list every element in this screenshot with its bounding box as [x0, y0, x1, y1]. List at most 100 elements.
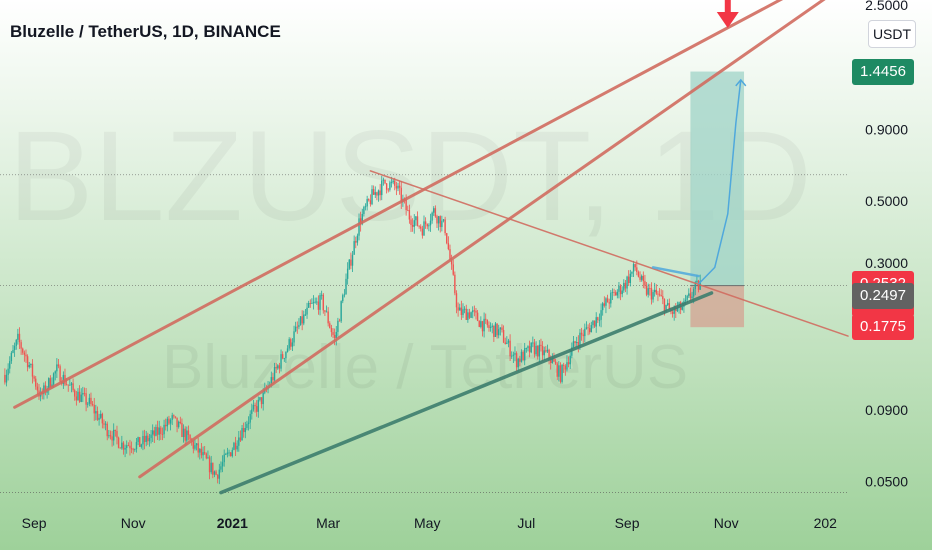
candle: [519, 358, 521, 362]
candle: [156, 427, 159, 435]
candle: [210, 462, 212, 473]
candle: [598, 319, 601, 321]
candle: [498, 329, 500, 336]
candle: [124, 447, 126, 450]
candle: [290, 339, 292, 347]
candle: [296, 326, 298, 328]
candle: [283, 358, 285, 360]
candle: [605, 298, 607, 306]
candle: [108, 435, 110, 437]
candle: [368, 199, 370, 201]
candle: [627, 276, 630, 284]
x-tick-label: 2021: [217, 515, 248, 531]
candle: [275, 366, 277, 369]
candle: [351, 254, 354, 266]
candle: [558, 365, 560, 377]
candle: [515, 353, 518, 368]
candle: [429, 220, 432, 226]
candle: [623, 282, 625, 291]
candle: [668, 303, 671, 310]
candle: [450, 259, 453, 265]
candle: [184, 428, 186, 441]
candle: [259, 397, 261, 400]
candle: [493, 325, 495, 337]
candle: [663, 299, 666, 312]
candle: [309, 303, 311, 304]
candle: [33, 376, 35, 379]
candle: [311, 303, 313, 304]
candle: [688, 293, 690, 296]
candle: [90, 397, 92, 405]
candle: [480, 321, 482, 327]
candle: [273, 366, 276, 381]
candle: [507, 340, 510, 343]
x-tick-label: Nov: [121, 515, 146, 531]
y-tick-label: 0.0900: [865, 402, 908, 418]
candle: [632, 264, 635, 272]
candle: [522, 351, 524, 361]
candle: [173, 415, 175, 417]
candle: [218, 469, 221, 479]
candle: [348, 259, 350, 269]
candle: [631, 271, 633, 274]
candle: [468, 312, 471, 318]
candle: [460, 307, 463, 315]
candle: [260, 397, 263, 405]
candle: [610, 292, 612, 304]
candle: [548, 349, 550, 358]
trendline: [138, 0, 826, 479]
candle: [527, 346, 529, 349]
candle: [342, 295, 344, 302]
candle: [499, 327, 502, 330]
candle: [208, 457, 211, 473]
candle: [381, 180, 383, 196]
candle: [579, 332, 581, 346]
candle: [13, 345, 16, 350]
candle: [543, 350, 545, 356]
candle: [130, 448, 133, 450]
candle: [255, 406, 258, 412]
candle: [470, 312, 472, 318]
candle: [658, 294, 661, 296]
candle: [423, 221, 425, 236]
candle: [629, 273, 632, 284]
candle: [634, 264, 636, 268]
candle: [189, 434, 191, 440]
candle: [424, 221, 427, 225]
currency-unit-button[interactable]: USDT: [868, 20, 916, 48]
arrow-annotation[interactable]: [716, 0, 739, 28]
candle: [475, 310, 477, 313]
candle: [134, 449, 136, 450]
badge-value: 1.4456: [860, 62, 906, 80]
candle: [212, 462, 214, 475]
candle: [195, 443, 198, 446]
candle: [221, 462, 224, 467]
candle: [655, 289, 658, 294]
candle: [463, 308, 466, 310]
candle: [511, 355, 513, 357]
y-tick-label: 0.3000: [865, 255, 908, 271]
candle: [96, 411, 99, 420]
candle: [229, 452, 232, 457]
candle: [624, 282, 627, 289]
arrow-head: [716, 11, 739, 28]
trendline: [369, 170, 849, 337]
candle: [169, 419, 172, 424]
candle: [35, 378, 37, 387]
y-tick-label: 0.5000: [865, 193, 908, 209]
candle: [121, 442, 123, 449]
price-badge-target: 1.4456: [852, 58, 914, 85]
projection[interactable]: [698, 78, 747, 285]
position-box[interactable]: [690, 71, 745, 328]
candle: [299, 316, 302, 325]
candle: [320, 294, 323, 296]
candle: [649, 288, 651, 290]
trendlines[interactable]: [13, 0, 849, 495]
candle: [75, 396, 78, 401]
candle: [70, 383, 73, 385]
badge-value: 0.2497: [860, 286, 906, 304]
candle: [535, 345, 537, 355]
candle: [363, 206, 365, 214]
